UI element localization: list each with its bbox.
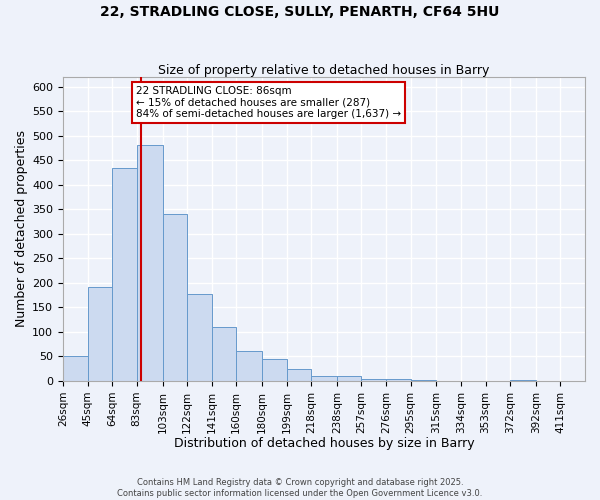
- Bar: [163, 214, 187, 381]
- Bar: [63, 356, 88, 381]
- Y-axis label: Number of detached properties: Number of detached properties: [15, 130, 28, 328]
- Bar: [212, 327, 236, 381]
- Bar: [287, 368, 311, 381]
- Bar: [410, 380, 436, 381]
- Bar: [236, 350, 262, 381]
- Bar: [386, 378, 410, 381]
- X-axis label: Distribution of detached houses by size in Barry: Distribution of detached houses by size …: [173, 437, 475, 450]
- Bar: [311, 376, 337, 381]
- Bar: [510, 380, 536, 381]
- Bar: [262, 359, 287, 381]
- Text: Contains HM Land Registry data © Crown copyright and database right 2025.
Contai: Contains HM Land Registry data © Crown c…: [118, 478, 482, 498]
- Bar: [112, 168, 137, 381]
- Bar: [88, 287, 112, 381]
- Bar: [337, 376, 361, 381]
- Bar: [137, 144, 163, 381]
- Bar: [361, 378, 386, 381]
- Text: 22, STRADLING CLOSE, SULLY, PENARTH, CF64 5HU: 22, STRADLING CLOSE, SULLY, PENARTH, CF6…: [100, 5, 500, 19]
- Title: Size of property relative to detached houses in Barry: Size of property relative to detached ho…: [158, 64, 490, 77]
- Bar: [187, 294, 212, 381]
- Text: 22 STRADLING CLOSE: 86sqm
← 15% of detached houses are smaller (287)
84% of semi: 22 STRADLING CLOSE: 86sqm ← 15% of detac…: [136, 86, 401, 120]
